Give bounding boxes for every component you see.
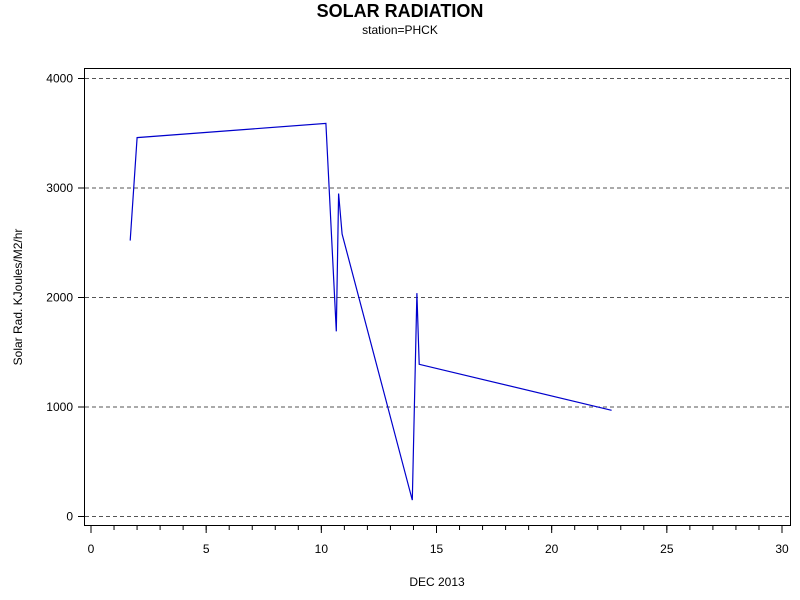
y-axis: 0 1000 2000 3000 4000 — [46, 72, 85, 524]
y-axis-label: Solar Rad. KJoules/M2/hr — [11, 229, 25, 366]
y-tick-label: 1000 — [46, 400, 73, 414]
x-tick-label: 0 — [88, 542, 95, 556]
x-axis-label: DEC 2013 — [409, 575, 465, 589]
series-line — [129, 122, 612, 501]
grid-lines — [85, 78, 790, 517]
y-tick-label: 3000 — [46, 181, 73, 195]
x-axis: 0 5 10 15 20 25 30 — [88, 525, 789, 556]
y-tick-label: 0 — [66, 510, 73, 524]
x-tick-label: 10 — [315, 542, 329, 556]
x-tick-label: 15 — [430, 542, 444, 556]
y-tick-label: 4000 — [46, 72, 73, 86]
x-tick-label: 30 — [775, 542, 789, 556]
chart-title: SOLAR RADIATION — [316, 1, 484, 21]
x-tick-label: 25 — [660, 542, 674, 556]
chart-subtitle: station=PHCK — [362, 23, 438, 37]
x-tick-label: 5 — [203, 542, 210, 556]
x-tick-label: 20 — [545, 542, 559, 556]
series-group — [129, 122, 612, 501]
y-tick-label: 2000 — [46, 291, 73, 305]
